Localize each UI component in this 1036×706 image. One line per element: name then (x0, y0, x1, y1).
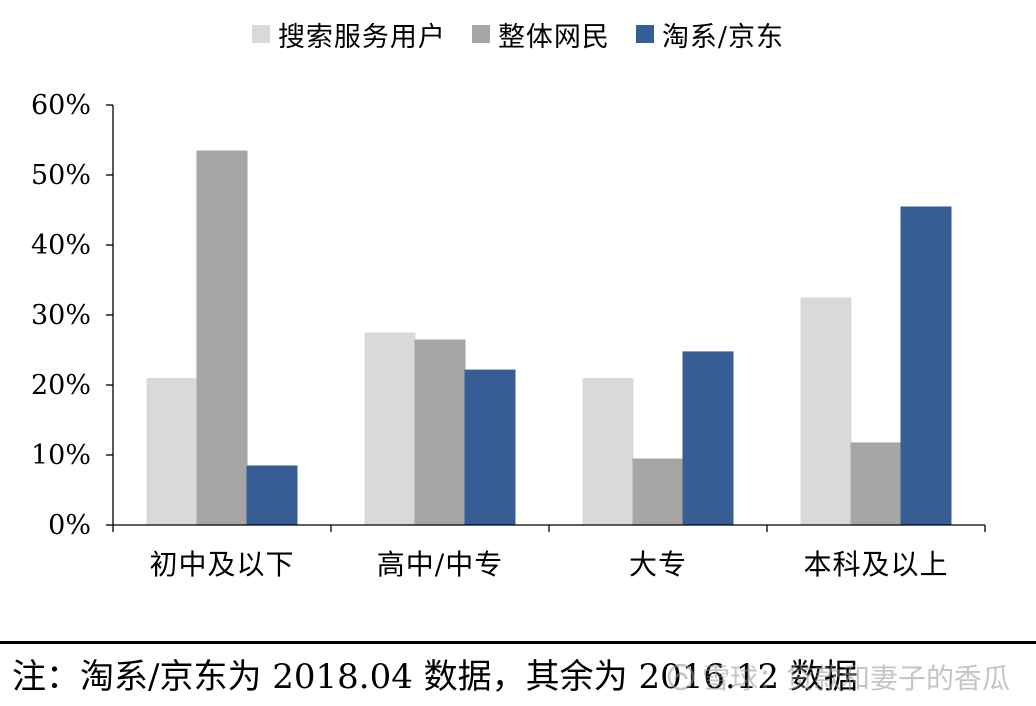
legend-item-taobao-jd: 淘系/京东 (635, 15, 785, 54)
y-tick-label: 10% (31, 440, 91, 471)
watermark-text: 雪球：贷款和妻子的香瓜 (701, 662, 1010, 695)
bar (900, 206, 952, 525)
bar-chart: 0% 10% 20% 30% 40% 50% 60% 初中及以下 高中/中专 大专 本科及以上 (31, 90, 986, 581)
y-tick-label: 30% (31, 300, 91, 331)
watermark: 雪球：贷款和妻子的香瓜 (666, 650, 1010, 704)
chart-legend: 搜索服务用户 整体网民 淘系/京东 (0, 14, 1036, 54)
bar (196, 150, 248, 525)
bar (800, 297, 852, 525)
bar (682, 351, 734, 525)
bar (632, 458, 684, 525)
bar (414, 339, 466, 525)
bar (146, 378, 198, 525)
footnote-text: 注：淘系/京东为 2018.04 数据，其余为 2016.12 数据 (12, 657, 858, 697)
legend-swatch-taobao-jd (635, 25, 654, 43)
bar (850, 442, 902, 525)
x-tick-label: 本科及以上 (803, 548, 948, 581)
snowball-logo-icon (667, 663, 695, 691)
legend-swatch-all-netizens (471, 25, 490, 43)
y-tick-label: 50% (31, 160, 91, 191)
legend-swatch-search-users (251, 25, 270, 43)
legend-label-taobao-jd: 淘系/京东 (661, 21, 785, 53)
x-tick-label: 高中/中专 (377, 548, 503, 581)
bar (364, 332, 416, 525)
y-tick-label: 60% (31, 90, 91, 121)
bar (582, 378, 634, 525)
x-tick-label: 大专 (629, 548, 687, 581)
bar (246, 465, 298, 525)
bar (464, 369, 516, 525)
legend-label-search-users: 搜索服务用户 (277, 21, 446, 53)
footnote-divider (0, 641, 1036, 644)
legend-item-search-users: 搜索服务用户 (251, 15, 446, 54)
legend-label-all-netizens: 整体网民 (497, 21, 610, 53)
legend-item-all-netizens: 整体网民 (471, 15, 610, 54)
y-tick-label: 20% (31, 370, 91, 401)
y-tick-label: 0% (48, 510, 91, 541)
x-tick-label: 初中及以下 (149, 548, 294, 581)
y-tick-label: 40% (31, 230, 91, 261)
